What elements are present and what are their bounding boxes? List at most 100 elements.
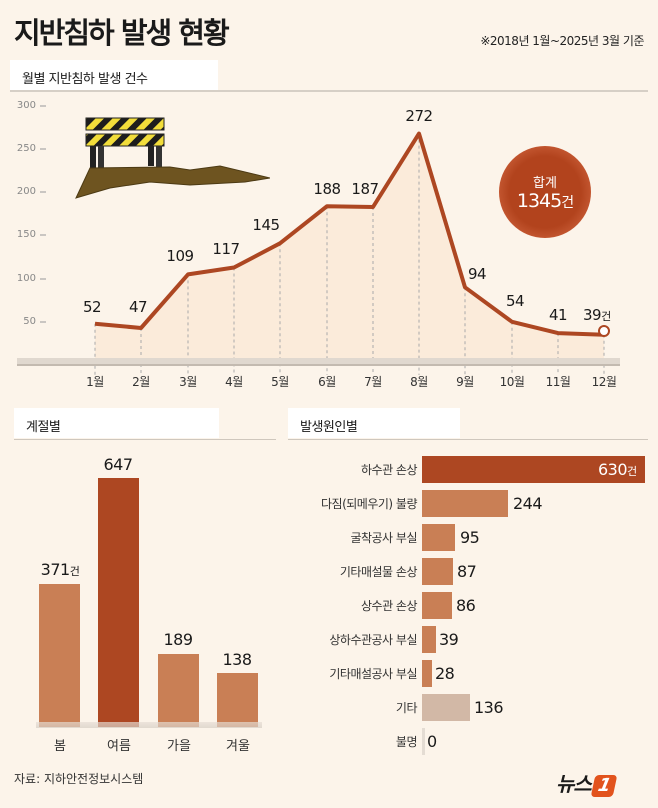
point-label: 109 (166, 247, 194, 265)
x-label: 8월 (410, 375, 428, 389)
point-label-unit: 건 (601, 310, 611, 323)
point-label: 47 (128, 298, 148, 316)
x-axis-base (17, 358, 620, 366)
causes-section-header: 발생원인별 (288, 408, 460, 438)
season-bar-summer (98, 478, 139, 727)
barricade-icon (85, 117, 165, 170)
monthly-section-header: 월별 지반침하 발생 건수 (10, 60, 218, 92)
x-label: 5월 (271, 375, 289, 389)
monthly-header-rule (10, 90, 648, 92)
cause-label: 상하수관공사 부실 (329, 633, 417, 647)
monthly-section-title: 월별 지반침하 발생 건수 (22, 72, 148, 87)
total-value: 1345 (516, 190, 562, 212)
total-value-wrap: 1345건 (499, 190, 591, 212)
season-baseline (36, 722, 262, 728)
cause-bar (422, 456, 645, 483)
cause-label: 기타 (395, 701, 418, 715)
x-label: 11월 (545, 375, 571, 389)
season-value-label: 189 (163, 630, 193, 649)
point-label: 52 (82, 298, 102, 316)
season-bar-autumn (158, 654, 199, 727)
cause-value-label: 95 (460, 528, 480, 547)
total-badge: 합계 1345건 (499, 146, 591, 238)
point-label: 187 (351, 180, 379, 198)
cause-label: 불명 (395, 735, 418, 749)
x-label: 6월 (318, 375, 336, 389)
cause-label: 굴착공사 부실 (350, 531, 417, 545)
season-bar-spring (39, 584, 80, 727)
cause-value-label: 86 (456, 596, 476, 615)
seasonal-section-header: 계절별 (14, 408, 219, 438)
point-label: 94 (467, 265, 487, 283)
cause-label: 기타매설물 손상 (339, 565, 418, 579)
causes-header-rule (288, 439, 648, 440)
cause-bar (422, 728, 425, 755)
cause-bar (422, 694, 470, 721)
seasonal-header-rule (14, 439, 276, 440)
x-label: 12월 (591, 375, 617, 389)
cause-unit: 건 (627, 465, 637, 478)
seasonal-section-title: 계절별 (26, 420, 61, 435)
cause-label: 기타매설공사 부실 (329, 667, 417, 681)
y-tick: 100 (16, 273, 36, 284)
logo-text: 뉴스 (556, 772, 592, 796)
sinkhole-icon (75, 165, 270, 199)
line-end-marker (598, 325, 610, 337)
cause-bar (422, 490, 508, 517)
monthly-line (94, 131, 605, 337)
season-label: 봄 (54, 739, 66, 754)
season-value-label: 138 (222, 650, 252, 669)
x-label: 9월 (456, 375, 474, 389)
x-label: 1월 (86, 375, 104, 389)
point-label: 145 (252, 216, 280, 234)
cause-value-label: 630건 (598, 460, 637, 479)
season-bar-winter (217, 673, 258, 727)
x-label: 10월 (499, 375, 525, 389)
cause-value: 630 (598, 460, 628, 479)
point-label: 41 (548, 306, 568, 324)
season-label: 가을 (167, 739, 191, 754)
cause-value-label: 244 (513, 494, 543, 513)
news1-logo: 뉴스 1 (556, 768, 618, 797)
point-label: 188 (313, 180, 341, 198)
cause-label: 상수관 손상 (360, 599, 418, 613)
cause-bar (422, 626, 436, 653)
total-unit: 건 (561, 195, 574, 211)
season-label: 겨울 (226, 739, 250, 754)
cause-value-label: 0 (427, 732, 437, 751)
cause-value-label: 87 (457, 562, 477, 581)
season-unit: 건 (69, 565, 80, 578)
point-label: 54 (505, 292, 525, 310)
cause-bar (422, 660, 432, 687)
basis-note: ※2018년 1월~2025년 3월 기준 (480, 34, 644, 48)
x-label: 2월 (132, 375, 150, 389)
y-tick: 250 (16, 143, 36, 154)
point-label: 272 (405, 107, 433, 125)
source-note: 자료: 지하안전정보시스템 (14, 772, 144, 786)
cause-bar (422, 524, 455, 551)
cause-value-label: 136 (474, 698, 504, 717)
point-label-last: 39건 (583, 306, 643, 324)
gridline-drops (94, 133, 605, 375)
total-label: 합계 (533, 176, 557, 191)
point-label: 117 (212, 240, 240, 258)
monthly-line-chart (17, 105, 620, 375)
y-tick: 50 (23, 316, 36, 327)
barricade-sinkhole-illustration (75, 117, 270, 199)
logo-mark-icon: 1 (590, 775, 618, 797)
y-tick: 200 (16, 186, 36, 197)
x-label: 7월 (364, 375, 382, 389)
cause-value-label: 39 (439, 630, 459, 649)
season-value-label: 647 (103, 455, 133, 474)
y-tick-marks (40, 105, 46, 323)
causes-section-title: 발생원인별 (300, 420, 358, 435)
y-tick: 150 (16, 229, 36, 240)
season-label: 여름 (107, 739, 131, 754)
cause-value-label: 28 (435, 664, 455, 683)
cause-label: 다짐(되메우기) 불량 (321, 497, 418, 511)
cause-bar (422, 558, 453, 585)
line-area-fill (95, 133, 604, 363)
page-title: 지반침하 발생 현황 (14, 16, 230, 50)
cause-label: 하수관 손상 (360, 463, 418, 477)
point-label-value: 39 (583, 306, 602, 324)
